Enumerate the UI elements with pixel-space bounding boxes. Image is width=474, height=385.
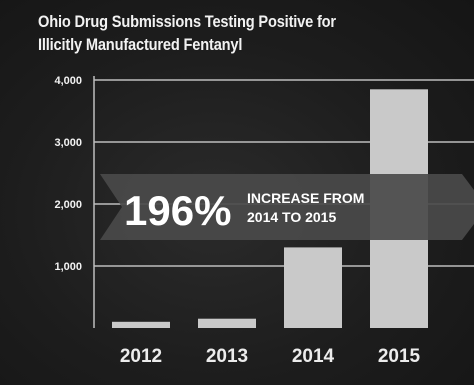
bar-2013 <box>198 318 256 328</box>
y-tick-label: 3,000 <box>54 137 82 149</box>
y-axis: 1,000 2,000 3,000 4,000 <box>54 75 95 328</box>
x-tick-label: 2014 <box>292 346 335 367</box>
callout-line-1: INCREASE FROM <box>247 190 364 206</box>
bar-2012 <box>112 321 170 328</box>
x-tick-label: 2015 <box>378 346 421 367</box>
chart-title-line-1: Ohio Drug Submissions Testing Positive f… <box>38 12 336 31</box>
y-tick-label: 2,000 <box>54 199 82 211</box>
increase-callout: 196% INCREASE FROM 2014 TO 2015 <box>100 174 474 240</box>
x-tick-label: 2013 <box>206 346 248 367</box>
y-tick-label: 1,000 <box>54 261 82 273</box>
chart-title: Ohio Drug Submissions Testing Positive f… <box>38 10 399 56</box>
chart-title-line-2: Illicitly Manufactured Fentanyl <box>38 35 243 54</box>
bar-2014 <box>284 247 342 328</box>
x-tick-label: 2012 <box>120 346 162 367</box>
callout-line-2: 2014 TO 2015 <box>247 209 336 225</box>
arrow-banner-shape <box>100 174 474 240</box>
x-axis-labels: 2012 2013 2014 2015 <box>120 346 421 367</box>
y-tick-label: 4,000 <box>54 75 82 87</box>
callout-percent: 196% <box>124 187 231 234</box>
